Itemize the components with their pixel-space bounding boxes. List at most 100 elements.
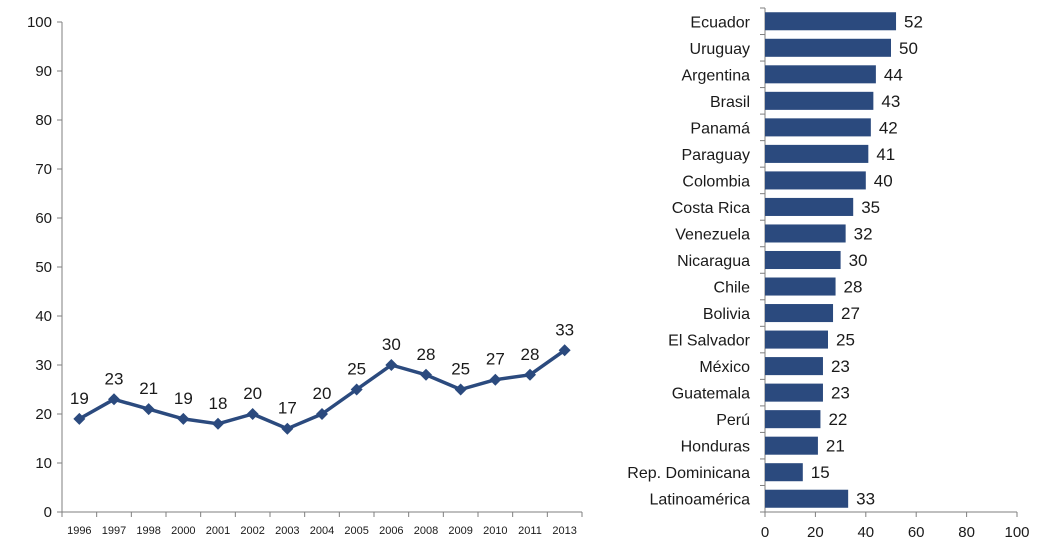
- data-point-marker: [524, 368, 536, 381]
- x-tick-label: 20: [807, 524, 824, 541]
- bar: [765, 12, 897, 31]
- bar: [765, 118, 871, 137]
- bar: [765, 91, 874, 110]
- bar: [765, 171, 866, 190]
- data-point-marker: [212, 417, 224, 430]
- bar: [765, 357, 823, 376]
- data-label: 20: [243, 384, 262, 403]
- data-label: 30: [849, 251, 868, 270]
- y-tick-label: 90: [35, 63, 52, 80]
- category-label: Chile: [714, 280, 751, 297]
- data-label: 25: [451, 360, 470, 379]
- data-label: 44: [884, 65, 903, 84]
- y-tick-label: 50: [35, 259, 52, 276]
- data-label: 23: [105, 369, 124, 388]
- x-tick-label: 1996: [67, 525, 91, 537]
- data-label: 22: [828, 410, 847, 429]
- bar: [765, 224, 846, 243]
- category-label: Honduras: [681, 439, 750, 456]
- bar: [765, 489, 849, 508]
- x-tick-label: 2005: [344, 525, 368, 537]
- data-label: 21: [826, 437, 845, 456]
- data-label: 18: [209, 394, 228, 413]
- data-point-marker: [177, 412, 190, 425]
- category-label: Guatemala: [672, 386, 750, 403]
- bar: [765, 304, 834, 323]
- bar: [765, 38, 891, 57]
- data-label: 21: [139, 379, 158, 398]
- y-tick-label: 60: [35, 210, 52, 227]
- bar: [765, 144, 869, 163]
- data-point-marker: [489, 373, 502, 386]
- y-tick-label: 10: [35, 455, 52, 472]
- category-label: Panamá: [690, 120, 750, 137]
- data-label: 33: [856, 490, 875, 509]
- category-label: Costa Rica: [672, 200, 750, 217]
- data-label: 23: [831, 357, 850, 376]
- data-label: 25: [836, 331, 855, 350]
- x-tick-label: 0: [761, 524, 769, 541]
- data-label: 30: [382, 335, 401, 354]
- x-tick-label: 1998: [136, 525, 160, 537]
- data-label: 42: [879, 118, 898, 137]
- data-label: 28: [417, 345, 436, 364]
- data-label: 17: [278, 399, 297, 418]
- x-tick-label: 60: [908, 524, 925, 541]
- y-tick-label: 100: [27, 14, 52, 31]
- category-label: Paraguay: [682, 147, 751, 164]
- data-point-marker: [454, 383, 467, 396]
- data-label: 52: [904, 12, 923, 31]
- data-label: 15: [811, 463, 830, 482]
- data-point-marker: [420, 368, 432, 381]
- bar: [765, 383, 823, 402]
- data-point-marker: [350, 383, 363, 396]
- line-chart: 0 10 20 30 40 50 60 70 80 90 100 1996 1997 1998 2000 20…: [27, 14, 583, 537]
- data-label: 41: [876, 145, 895, 164]
- bar: [765, 65, 876, 84]
- data-point-marker: [385, 359, 398, 371]
- x-tick-label: 2011: [518, 525, 542, 537]
- x-tick-label: 2010: [483, 525, 507, 537]
- category-label: Uruguay: [690, 41, 750, 58]
- data-label: 23: [831, 384, 850, 403]
- x-tick-label: 2004: [310, 525, 334, 537]
- bar: [765, 436, 818, 455]
- category-label: Argentina: [682, 67, 751, 84]
- category-label: Nicaragua: [677, 253, 750, 270]
- y-tick-label: 80: [35, 112, 52, 129]
- x-tick-label: 80: [958, 524, 975, 541]
- category-label: Venezuela: [675, 226, 750, 243]
- category-label: Brasil: [710, 94, 750, 111]
- x-tick-label: 2006: [379, 525, 403, 537]
- data-label: 27: [486, 350, 505, 369]
- data-point-marker: [73, 412, 86, 425]
- data-label: 43: [881, 92, 900, 111]
- x-tick-label: 2003: [275, 525, 299, 537]
- y-tick-label: 40: [35, 308, 52, 325]
- data-label: 32: [854, 224, 873, 243]
- category-label: Perú: [716, 412, 750, 429]
- category-label: Rep. Dominicana: [627, 465, 750, 482]
- x-tick-label: 1997: [102, 525, 126, 537]
- data-point-marker: [316, 408, 328, 420]
- x-tick-label: 2008: [414, 525, 438, 537]
- category-label: El Salvador: [668, 333, 750, 350]
- data-label: 33: [555, 320, 574, 339]
- data-point-marker: [281, 422, 294, 435]
- y-tick-label: 20: [35, 406, 52, 423]
- y-tick-label: 30: [35, 357, 52, 374]
- data-label: 28: [844, 278, 863, 297]
- x-tick-label: 2009: [448, 525, 472, 537]
- category-label: Ecuador: [690, 14, 750, 31]
- bar-chart: 0 20 40 60 80 100 Ecuador 52 Uruguay 50 Argentina 4…: [627, 7, 1030, 541]
- y-tick-label: 70: [35, 161, 52, 178]
- data-label: 35: [861, 198, 880, 217]
- bar: [765, 330, 828, 349]
- data-label: 27: [841, 304, 860, 323]
- data-label: 20: [313, 384, 332, 403]
- data-label: 28: [521, 345, 540, 364]
- bar: [765, 410, 821, 429]
- x-tick-label: 2013: [552, 525, 576, 537]
- data-label: 50: [899, 39, 918, 58]
